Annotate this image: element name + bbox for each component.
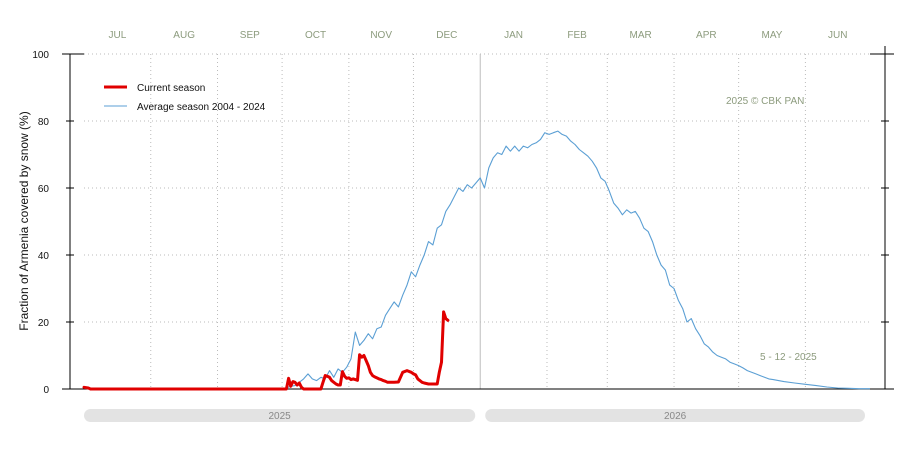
y-tick-label: 80	[38, 117, 50, 128]
month-label: JUL	[108, 30, 126, 41]
month-label: JAN	[504, 30, 523, 41]
month-label: NOV	[370, 30, 392, 41]
legend-label-average: Average season 2004 - 2024	[137, 102, 266, 113]
month-label: APR	[696, 30, 717, 41]
month-label: FEB	[567, 30, 587, 41]
series-current-line	[82, 310, 450, 391]
y-tick-label: 20	[38, 318, 50, 329]
y-tick-label: 40	[38, 251, 50, 262]
legend-label-current: Current season	[137, 83, 205, 94]
series-average-line	[277, 130, 870, 390]
date-note: 5 - 12 - 2025	[760, 352, 817, 363]
grid-lines	[84, 53, 870, 389]
month-label: DEC	[436, 30, 457, 41]
y-tick-label: 100	[32, 50, 49, 61]
series-layer	[82, 130, 870, 391]
credit-text: 2025 © CBK PAN	[726, 96, 804, 107]
year-band	[485, 409, 865, 422]
y-axis-label: Fraction of Armenia covered by snow (%)	[17, 111, 31, 330]
year-band	[84, 409, 476, 422]
year-label: 2025	[268, 411, 291, 422]
month-label: MAY	[762, 30, 783, 41]
month-label: MAR	[630, 30, 652, 41]
month-label: OCT	[305, 30, 326, 41]
month-label: JUN	[828, 30, 847, 41]
legend: Current season Average season 2004 - 202…	[104, 83, 266, 113]
year-label: 2026	[664, 411, 687, 422]
month-labels: JUL AUG SEP OCT NOV DEC JAN FEB MAR APR MAY JUN	[108, 30, 847, 41]
year-bands: 2025 2026	[84, 409, 865, 422]
y-tick-label: 60	[38, 184, 50, 195]
y-tick-label: 0	[43, 385, 49, 396]
month-label: SEP	[240, 30, 260, 41]
month-label: AUG	[173, 30, 195, 41]
